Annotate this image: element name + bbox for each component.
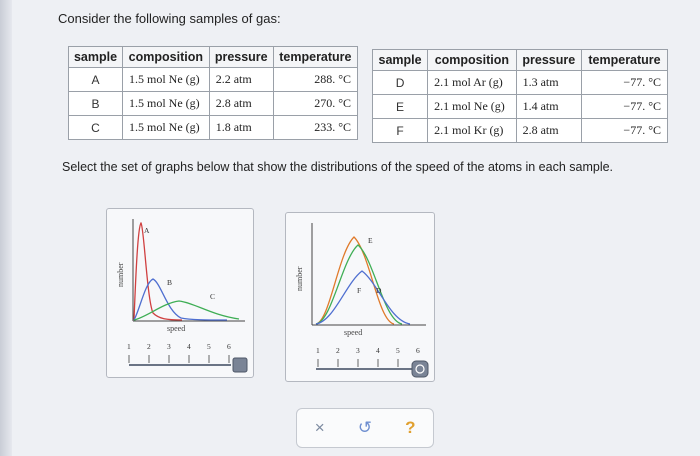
samples-table-left: sample composition pressure temperature … (68, 46, 358, 140)
curve-label-e: E (368, 236, 373, 245)
header-pressure: pressure (516, 50, 581, 71)
sample-label: C (69, 116, 123, 140)
composition-cell: 1.5 mol Ne (g) (122, 92, 209, 116)
curve-label-f: F (357, 286, 361, 295)
table-header-row: sample composition pressure temperature (373, 50, 668, 71)
scale-tick-4: 4 (376, 346, 380, 355)
scale-tick-5: 5 (396, 346, 400, 355)
table-row: C 1.5 mol Ne (g) 1.8 atm 233. °C (69, 116, 358, 140)
graph-option-2[interactable]: number speed E F D 1 2 3 4 5 6 (285, 212, 435, 382)
x-axis-label: speed (167, 324, 185, 333)
samples-table-right: sample composition pressure temperature … (372, 49, 668, 143)
x-axis-label: speed (344, 328, 362, 337)
composition-cell: 2.1 mol Ne (g) (428, 95, 517, 119)
temperature-cell: 288. °C (273, 68, 357, 92)
scale-tick-6: 6 (416, 346, 420, 355)
composition-cell: 1.5 mol Ne (g) (122, 116, 209, 140)
scale-tick-6: 6 (227, 342, 231, 351)
pressure-cell: 2.8 atm (516, 119, 581, 143)
curve-label-c: C (210, 292, 215, 301)
curve-label-d: D (376, 286, 382, 295)
scale-tick-1: 1 (127, 342, 131, 351)
table-header-row: sample composition pressure temperature (69, 47, 358, 68)
composition-cell: 2.1 mol Kr (g) (428, 119, 517, 143)
scale-tick-2: 2 (336, 346, 340, 355)
graph-option-1-plot: number speed A B C 1 2 3 4 5 6 (107, 209, 253, 377)
curve-label-b: B (167, 278, 172, 287)
sample-label: E (373, 95, 428, 119)
undo-icon[interactable]: ↺ (350, 413, 380, 443)
header-temperature: temperature (582, 50, 668, 71)
sample-label: B (69, 92, 123, 116)
temperature-cell: −77. °C (582, 119, 668, 143)
pressure-cell: 1.3 atm (516, 71, 581, 95)
pressure-cell: 2.8 atm (209, 92, 273, 116)
header-pressure: pressure (209, 47, 273, 68)
left-edge-strip (0, 0, 12, 456)
table-row: E 2.1 mol Ne (g) 1.4 atm −77. °C (373, 95, 668, 119)
sample-label: A (69, 68, 123, 92)
pressure-cell: 1.4 atm (516, 95, 581, 119)
table-row: B 1.5 mol Ne (g) 2.8 atm 270. °C (69, 92, 358, 116)
instruction-text: Select the set of graphs below that show… (62, 160, 613, 174)
scale-tick-5: 5 (207, 342, 211, 351)
slider-ticks (129, 355, 229, 363)
graph-option-2-plot: number speed E F D 1 2 3 4 5 6 (286, 213, 434, 381)
header-temperature: temperature (273, 47, 357, 68)
curve-e (316, 245, 402, 324)
curve-label-a: A (144, 226, 150, 235)
temperature-cell: 270. °C (273, 92, 357, 116)
slider-handle[interactable] (412, 361, 428, 377)
temperature-cell: −77. °C (582, 95, 668, 119)
composition-cell: 2.1 mol Ar (g) (428, 71, 517, 95)
curve-c (134, 301, 239, 320)
table-row: F 2.1 mol Kr (g) 2.8 atm −77. °C (373, 119, 668, 143)
scale-tick-4: 4 (187, 342, 191, 351)
scale-tick-2: 2 (147, 342, 151, 351)
scale-tick-3: 3 (356, 346, 360, 355)
y-axis-label: number (295, 266, 304, 291)
composition-cell: 1.5 mol Ne (g) (122, 68, 209, 92)
clear-icon[interactable]: × (305, 413, 335, 443)
scale-tick-1: 1 (316, 346, 320, 355)
curve-a (134, 223, 182, 320)
sample-label: D (373, 71, 428, 95)
sample-label: F (373, 119, 428, 143)
temperature-cell: 233. °C (273, 116, 357, 140)
header-composition: composition (428, 50, 517, 71)
slider-ticks (318, 359, 398, 367)
header-sample: sample (373, 50, 428, 71)
table-row: A 1.5 mol Ne (g) 2.2 atm 288. °C (69, 68, 358, 92)
question-prompt: Consider the following samples of gas: (58, 11, 281, 26)
scale-tick-3: 3 (167, 342, 171, 351)
header-composition: composition (122, 47, 209, 68)
help-icon[interactable]: ? (395, 413, 425, 443)
header-sample: sample (69, 47, 123, 68)
pressure-cell: 1.8 atm (209, 116, 273, 140)
slider-handle[interactable] (233, 358, 247, 372)
table-row: D 2.1 mol Ar (g) 1.3 atm −77. °C (373, 71, 668, 95)
graph-option-1[interactable]: number speed A B C 1 2 3 4 5 6 (106, 208, 254, 378)
answer-toolbar: × ↺ ? (296, 408, 434, 448)
temperature-cell: −77. °C (582, 71, 668, 95)
y-axis-label: number (116, 262, 125, 287)
pressure-cell: 2.2 atm (209, 68, 273, 92)
